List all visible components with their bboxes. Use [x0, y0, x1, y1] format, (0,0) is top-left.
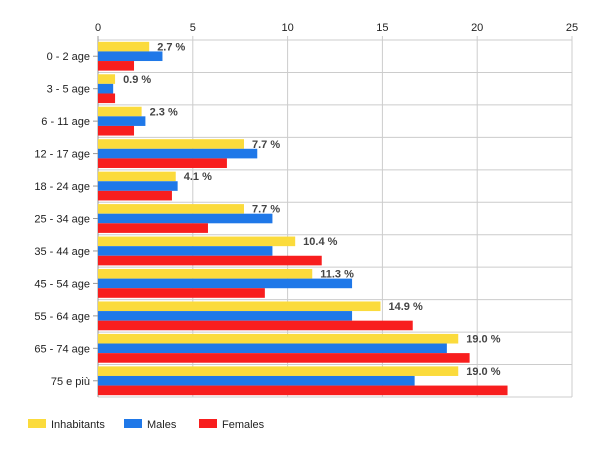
data-label: 4.1 % — [184, 171, 212, 183]
bar-females — [98, 385, 508, 396]
bar-males — [98, 375, 415, 386]
bar-inhabitants — [98, 106, 142, 117]
bars — [98, 41, 508, 396]
bar-inhabitants — [98, 171, 176, 182]
bar-females — [98, 158, 227, 168]
data-label: 7.7 % — [252, 204, 280, 216]
bar-inhabitants — [98, 204, 244, 214]
data-label: 11.3 % — [320, 269, 354, 281]
bar-females — [98, 353, 470, 363]
category-label: 25 - 34 age — [34, 214, 90, 226]
category-label: 55 - 64 age — [34, 311, 90, 323]
legend-swatch-females — [199, 419, 217, 428]
category-label: 65 - 74 age — [34, 343, 90, 355]
bar-females — [98, 223, 208, 233]
bar-males — [98, 148, 258, 159]
bar-females — [98, 190, 172, 201]
data-label: 19.0 % — [466, 334, 500, 346]
bar-inhabitants — [98, 139, 244, 149]
x-tick-label: 15 — [376, 22, 388, 34]
bar-males — [98, 51, 163, 62]
bar-males — [98, 343, 447, 354]
bar-inhabitants — [98, 301, 381, 312]
bar-males — [98, 213, 273, 224]
bar-males — [98, 278, 353, 289]
legend-label-males: Males — [147, 419, 177, 431]
grid-lines — [93, 36, 573, 398]
bar-females — [98, 93, 116, 104]
x-axis-tick-labels: 0 5 10 15 20 25 — [95, 22, 578, 34]
x-tick-label: 20 — [471, 22, 483, 34]
data-label: 10.4 % — [303, 236, 337, 248]
x-tick-label: 5 — [190, 22, 196, 34]
category-label: 75 e più — [51, 376, 90, 388]
bar-females — [98, 320, 413, 331]
bar-inhabitants — [98, 333, 459, 344]
bar-males — [98, 311, 353, 321]
legend-label-inhabitants: Inhabitants — [51, 419, 105, 431]
bar-inhabitants — [98, 236, 296, 247]
bar-females — [98, 61, 135, 71]
legend-swatch-inhabitants — [28, 419, 46, 428]
data-labels: 2.7 % 0.9 % 2.3 % 7.7 % 4.1 % 7.7 % 10.4 % 11.3… — [123, 41, 501, 378]
bar-inhabitants — [98, 269, 313, 279]
bar-males — [98, 246, 273, 256]
data-label: 7.7 % — [252, 139, 280, 151]
data-label: 2.3 % — [150, 106, 178, 118]
category-label: 12 - 17 age — [34, 149, 90, 161]
bar-females — [98, 288, 265, 298]
x-tick-label: 25 — [566, 22, 578, 34]
category-label: 6 - 11 age — [41, 116, 90, 128]
data-label: 2.7 % — [157, 41, 185, 53]
legend-swatch-males — [124, 419, 142, 428]
bar-inhabitants — [98, 41, 150, 52]
category-label: 18 - 24 age — [34, 181, 90, 193]
legend: Inhabitants Males Females — [28, 419, 265, 431]
category-labels: 0 - 2 age 3 - 5 age 6 - 11 age 12 - 17 age 1… — [34, 51, 90, 388]
bar-inhabitants — [98, 366, 459, 376]
data-label: 19.0 % — [466, 366, 500, 378]
bar-males — [98, 116, 146, 126]
category-label: 45 - 54 age — [34, 278, 90, 290]
bar-males — [98, 181, 178, 191]
bar-inhabitants — [98, 74, 116, 84]
category-label: 35 - 44 age — [34, 246, 90, 258]
data-label: 14.9 % — [389, 301, 423, 313]
bar-females — [98, 255, 322, 266]
bar-females — [98, 125, 135, 136]
data-label: 0.9 % — [123, 74, 151, 86]
bar-males — [98, 83, 114, 94]
x-tick-label: 0 — [95, 22, 101, 34]
category-label: 0 - 2 age — [47, 51, 90, 63]
legend-label-females: Females — [222, 419, 265, 431]
x-tick-label: 10 — [281, 22, 293, 34]
category-label: 3 - 5 age — [47, 84, 90, 96]
